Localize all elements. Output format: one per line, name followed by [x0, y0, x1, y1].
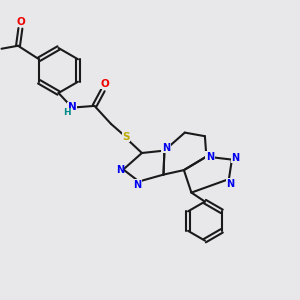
Text: N: N	[68, 102, 76, 112]
Text: S: S	[122, 132, 130, 142]
Text: N: N	[162, 142, 170, 153]
Text: N: N	[206, 152, 214, 162]
Text: O: O	[16, 17, 25, 27]
Text: H: H	[63, 108, 71, 117]
Text: O: O	[100, 79, 109, 89]
Text: N: N	[226, 179, 235, 189]
Text: N: N	[231, 153, 240, 163]
Text: N: N	[133, 179, 142, 190]
Text: N: N	[116, 164, 124, 175]
